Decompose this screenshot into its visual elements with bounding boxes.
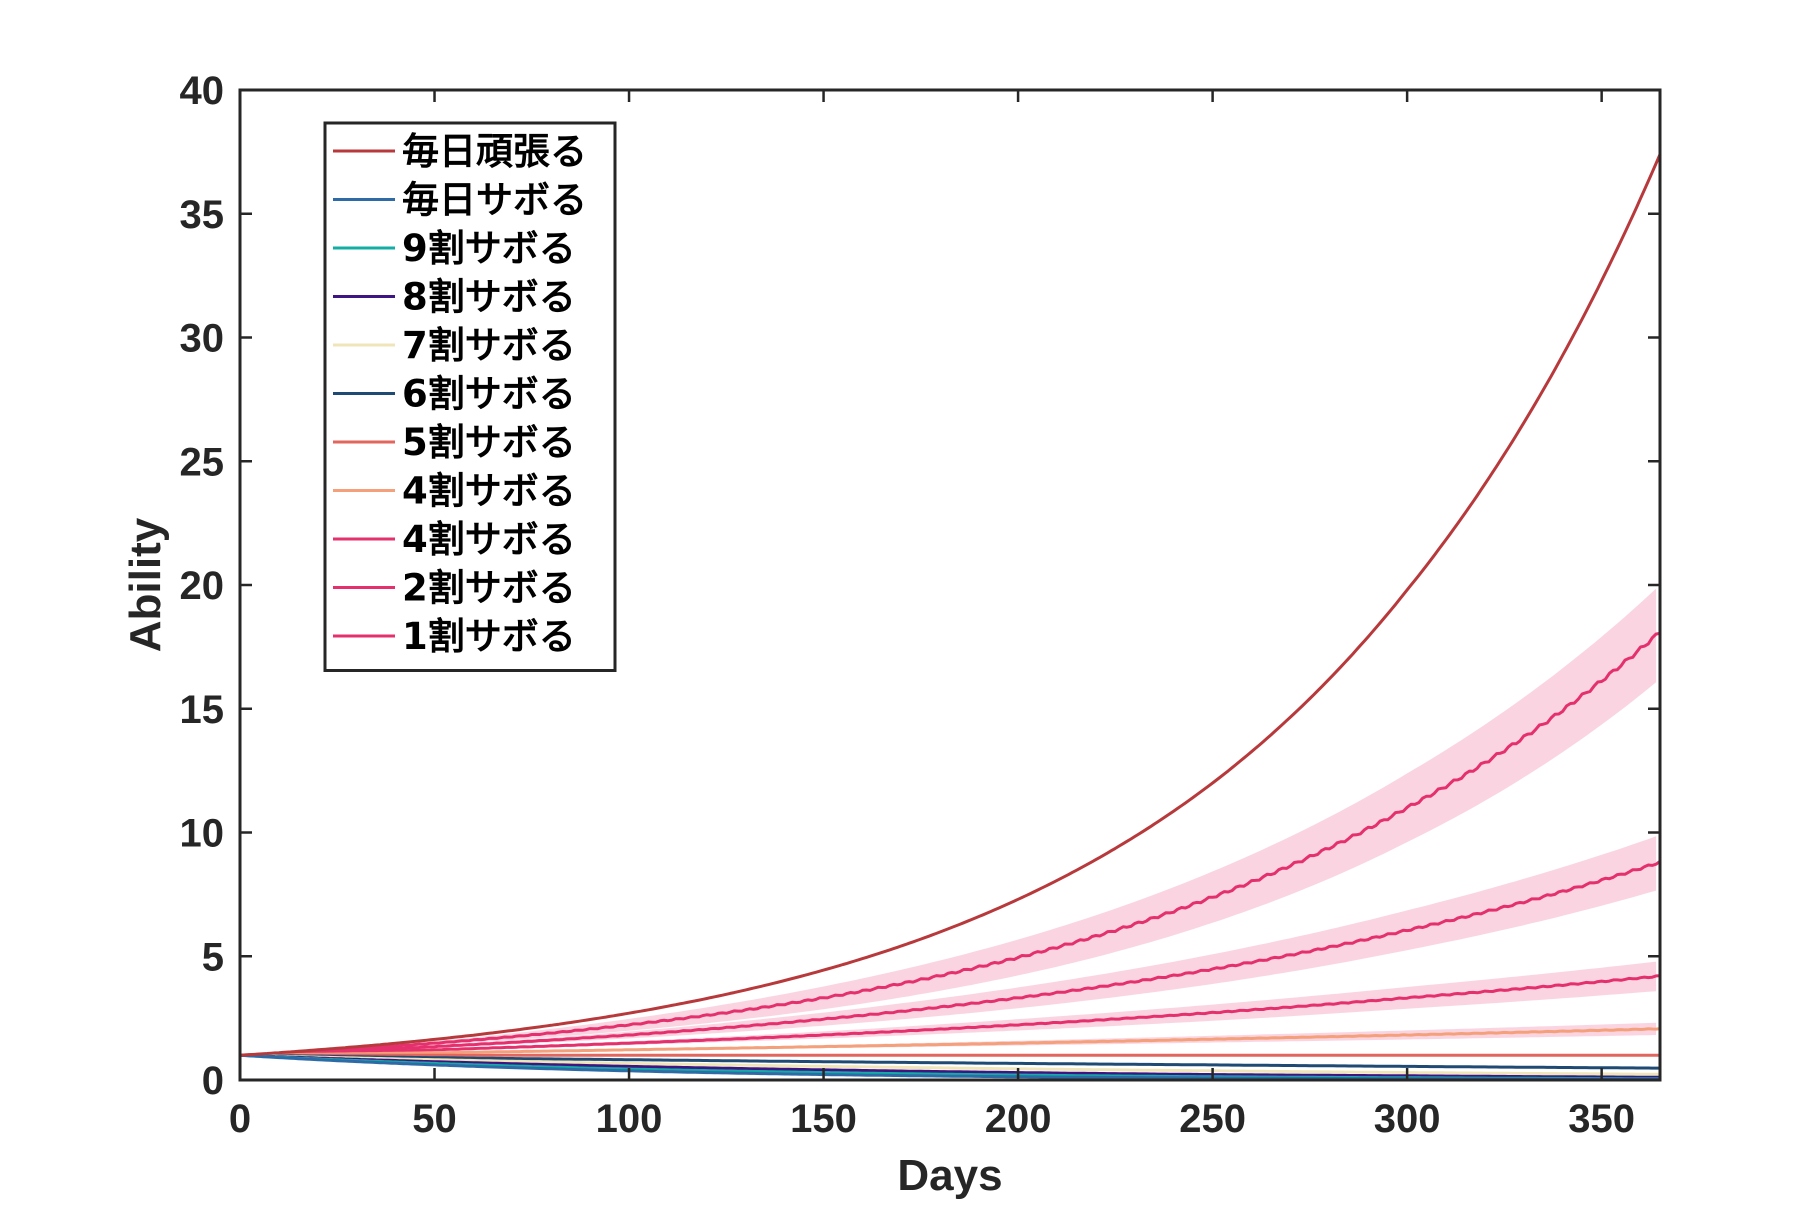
legend-item-label: 9割サボる: [402, 227, 576, 270]
legend-item-label: 2割サボる: [402, 567, 576, 610]
series-line: [239, 1053, 1660, 1079]
axis-ticks: 0 50 100 150 200 250 300 350 0 5 10 15 20 25 30 35 40: [180, 69, 1660, 1141]
y-tick-label: 40: [180, 69, 225, 113]
legend-item-label: 毎日頑張る: [402, 130, 587, 173]
legend-item-label: 8割サボる: [402, 276, 576, 319]
y-tick-label: 10: [180, 812, 225, 856]
y-tick-label: 15: [180, 688, 225, 732]
x-tick-label: 0: [229, 1097, 251, 1141]
confidence-bands: [240, 588, 1657, 1056]
x-tick-label: 150: [790, 1097, 857, 1141]
series-line: [239, 974, 1661, 1057]
series-line: [239, 631, 1661, 1057]
y-tick-label: 20: [180, 564, 225, 608]
x-tick-label: 350: [1568, 1097, 1635, 1141]
y-tick-label: 35: [180, 193, 225, 237]
legend-item-label: 6割サボる: [402, 373, 576, 416]
y-tick-label: 25: [180, 440, 225, 484]
confidence-band: [240, 588, 1657, 1056]
legend-item-label: 1割サボる: [402, 615, 576, 658]
y-tick-label: 30: [180, 317, 225, 361]
legend-item-label: 4割サボる: [402, 518, 576, 561]
x-tick-label: 50: [412, 1097, 457, 1141]
x-tick-label: 300: [1374, 1097, 1441, 1141]
y-tick-label: 5: [202, 935, 224, 979]
series-lines: [239, 153, 1662, 1081]
confidence-band: [240, 961, 1657, 1056]
legend-item-label: 4割サボる: [402, 470, 576, 513]
y-tick-label: 0: [202, 1059, 224, 1103]
confidence-band: [240, 1022, 1657, 1056]
x-tick-label: 200: [985, 1097, 1052, 1141]
legend-box: [323, 121, 617, 672]
x-tick-label: 100: [596, 1097, 663, 1141]
y-axis-label: Ability: [121, 517, 170, 652]
series-line: [240, 1053, 1660, 1076]
legend-item-label: 毎日サボる: [402, 179, 587, 222]
series-line: [239, 1027, 1661, 1057]
series-line: [239, 153, 1662, 1057]
series-line: [240, 1053, 1660, 1070]
x-tick-label: 250: [1179, 1097, 1246, 1141]
legend-item-label: 7割サボる: [402, 324, 576, 367]
x-axis-label: Days: [897, 1151, 1002, 1200]
legend-item-label: 5割サボる: [402, 421, 576, 464]
confidence-band: [240, 836, 1657, 1056]
series-line: [239, 860, 1661, 1057]
